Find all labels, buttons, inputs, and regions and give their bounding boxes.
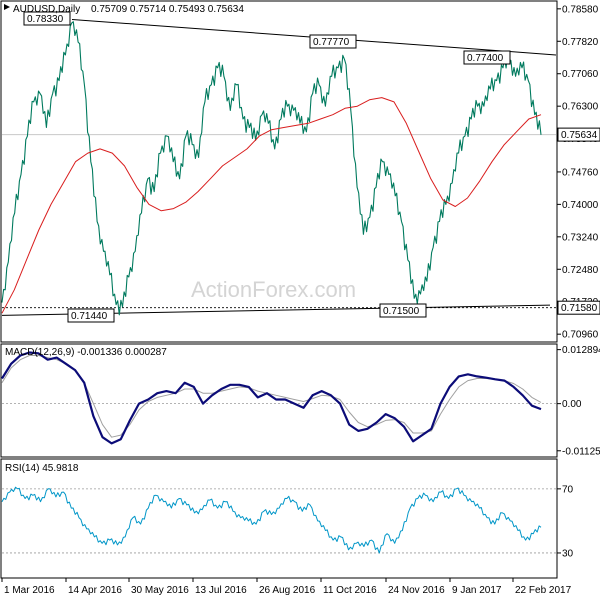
rsi-line [1, 486, 542, 554]
annotation-label-3: 0.71440 [71, 311, 108, 322]
price-y-tick-label-1: 0.77820 [562, 37, 599, 48]
x-tick-label-4: 26 Aug 2016 [259, 585, 316, 596]
x-tick-label-1: 14 Apr 2016 [68, 585, 122, 596]
price-series-line [1, 21, 542, 316]
price-y-tick-label-6: 0.74000 [562, 200, 599, 211]
symbol-label: AUDUSD,Daily [13, 4, 80, 15]
x-tick-label-0: 1 Mar 2016 [4, 585, 55, 596]
annotation-label-2: 0.77400 [467, 53, 504, 64]
price-y-tick-label-0: 0.78580 [562, 4, 599, 15]
macd-title: MACD(12,26,9) -0.001336 0.000287 [5, 347, 167, 358]
x-tick-label-6: 24 Nov 2016 [388, 585, 445, 596]
annotation-box-1 [309, 34, 357, 49]
macd-y-tick-label-0: 0.012894 [562, 345, 600, 356]
annotation-box-4 [379, 303, 427, 318]
rsi-panel-frame [0, 458, 558, 579]
x-axis: 1 Mar 2016 14 Apr 2016 30 May 2016 13 Jul 2… [1, 578, 572, 596]
macd-y-tick-label-1: 0.00 [562, 399, 582, 410]
price-y-tick-label-10: 0.70960 [562, 330, 599, 341]
macd-panel: 0.012894 0.00 -0.011253 [1, 345, 600, 457]
sma-series-line [1, 97, 542, 314]
macd-y-tick-label-2: -0.011253 [562, 446, 600, 457]
x-tick-label-8: 22 Feb 2017 [515, 585, 572, 596]
price-panel-title: AUDUSD,Daily 0.75709 0.75714 0.75493 0.7… [4, 4, 244, 15]
rsi-y-tick-label-1: 30 [562, 548, 574, 559]
annotation-box-0 [23, 11, 71, 26]
x-tick-label-7: 9 Jan 2017 [452, 585, 502, 596]
annotation-box-3 [67, 308, 115, 323]
price-y-tick-label-8: 0.72480 [562, 265, 599, 276]
rsi-panel: 70 30 [1, 484, 574, 559]
annotation-box-2 [463, 50, 511, 65]
watermark: ActionForex.com [191, 277, 356, 302]
macd-panel-frame [0, 343, 558, 458]
price-y-tick-label-5: 0.74760 [562, 167, 599, 178]
x-tick-label-2: 30 May 2016 [131, 585, 189, 596]
support-level-tag: 0.71580 [561, 303, 598, 314]
rsi-title: RSI(14) 45.9818 [5, 463, 79, 474]
x-tick-label-3: 13 Jul 2016 [195, 585, 247, 596]
annotation-label-0: 0.78330 [27, 14, 64, 25]
price-y-tick-label-2: 0.77060 [562, 69, 599, 80]
macd-line [1, 351, 542, 445]
price-y-tick-label-3: 0.76300 [562, 102, 599, 113]
last-price-tag: 0.75634 [561, 130, 598, 141]
ohlc-header: 0.75709 0.75714 0.75493 0.75634 [91, 4, 244, 15]
support-level-tag-box [557, 300, 600, 315]
price-y-tick-label-7: 0.73240 [562, 232, 599, 243]
panel-caret-icon [4, 4, 10, 10]
annotation-label-1: 0.77770 [313, 37, 350, 48]
price-panel: 0.785800.778200.770600.763000.755400.747… [1, 4, 600, 341]
last-price-tag-box [557, 127, 600, 142]
rsi-y-tick-label-0: 70 [562, 484, 574, 495]
macd-signal-line [1, 355, 542, 438]
x-tick-label-5: 11 Oct 2016 [323, 585, 377, 596]
annotation-label-4: 0.71500 [383, 306, 420, 317]
